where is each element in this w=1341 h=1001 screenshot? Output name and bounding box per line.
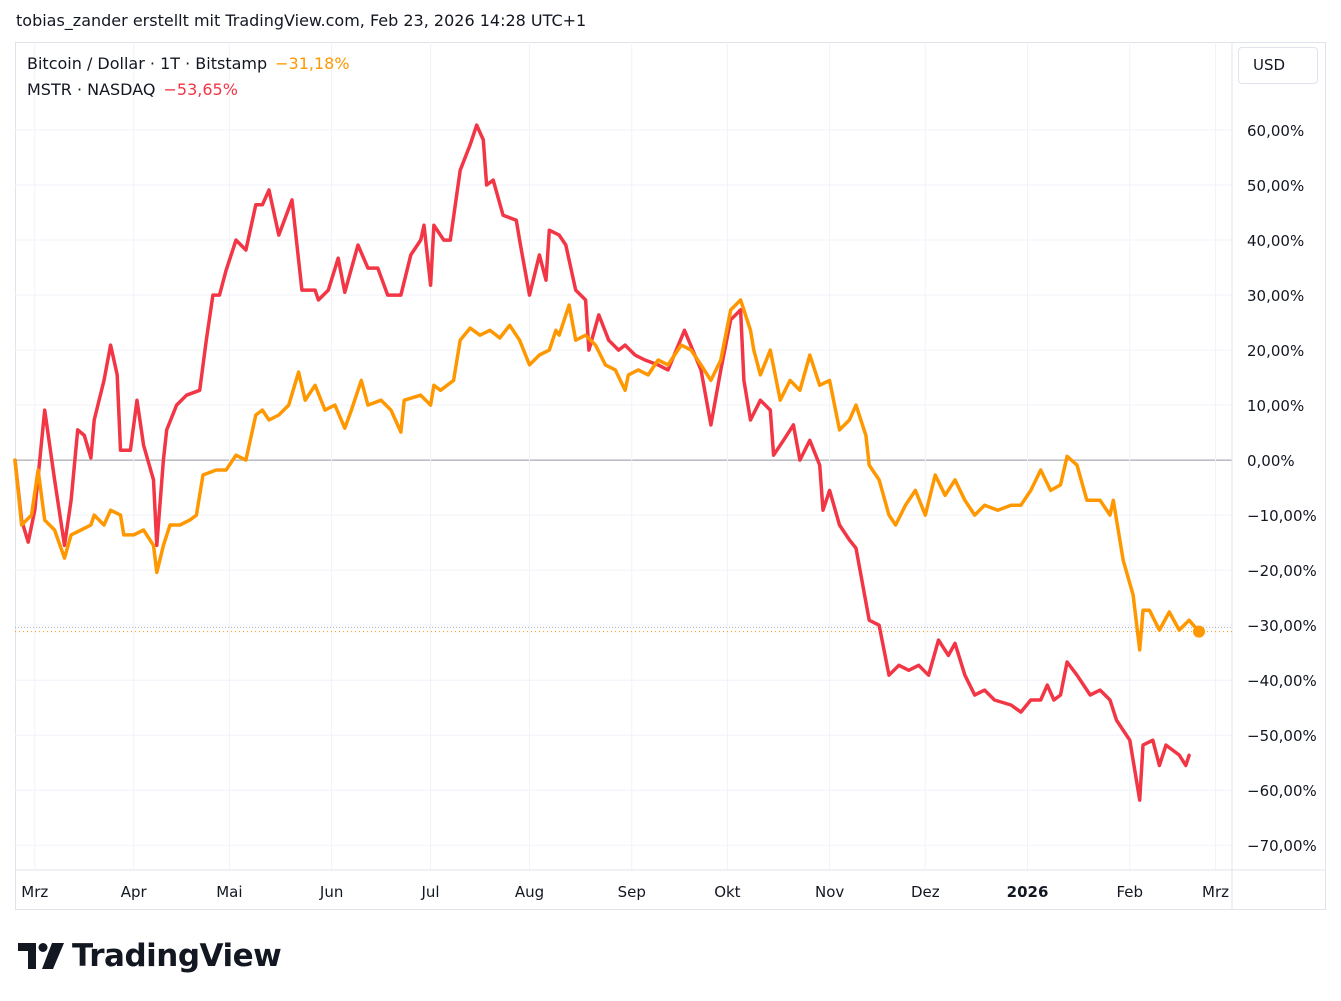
legend-value-bitcoin: −31,18%	[275, 54, 350, 73]
x-tick-label: Dez	[911, 883, 940, 901]
tradingview-logo-icon	[18, 943, 64, 969]
x-tick-label: Mrz	[1202, 883, 1229, 901]
y-tick-label: −20,00%	[1247, 562, 1317, 580]
bitcoin-last-point-marker	[1193, 625, 1206, 638]
currency-button[interactable]: USD	[1238, 47, 1318, 84]
x-tick-label: 2026	[1007, 883, 1049, 901]
y-tick-label: −40,00%	[1247, 672, 1317, 690]
legend-item-mstr[interactable]: MSTR · NASDAQ −53,65%	[27, 80, 238, 99]
y-tick-label: 50,00%	[1247, 177, 1304, 195]
x-tick-label: Mai	[216, 883, 242, 901]
x-tick-label: Apr	[121, 883, 148, 901]
attribution-header: tobias_zander erstellt mit TradingView.c…	[16, 11, 587, 30]
legend-label-mstr: MSTR · NASDAQ	[27, 80, 156, 99]
y-tick-label: 20,00%	[1247, 342, 1304, 360]
y-tick-label: −10,00%	[1247, 507, 1317, 525]
mstr-series-line[interactable]	[13, 123, 1191, 802]
y-tick-label: −30,00%	[1247, 617, 1317, 635]
y-tick-label: 40,00%	[1247, 232, 1304, 250]
y-tick-label: 0,00%	[1247, 452, 1295, 470]
y-tick-label: 10,00%	[1247, 397, 1304, 415]
x-tick-label: Okt	[714, 883, 740, 901]
y-tick-label: 30,00%	[1247, 287, 1304, 305]
x-tick-label: Sep	[618, 883, 646, 901]
y-tick-label: −70,00%	[1247, 837, 1317, 855]
tradingview-logo: TradingView	[18, 938, 282, 974]
legend-label-bitcoin: Bitcoin / Dollar · 1T · Bitstamp	[27, 54, 268, 73]
y-tick-label: −60,00%	[1247, 782, 1317, 800]
y-tick-label: 60,00%	[1247, 122, 1304, 140]
x-tick-label: Jul	[421, 883, 440, 901]
tradingview-logo-text: TradingView	[72, 938, 282, 974]
x-tick-label: Aug	[515, 883, 544, 901]
bitcoin-series-line[interactable]	[13, 298, 1201, 652]
x-tick-label: Nov	[815, 883, 844, 901]
legend-item-bitcoin[interactable]: Bitcoin / Dollar · 1T · Bitstamp −31,18%	[27, 54, 350, 73]
x-tick-label: Feb	[1116, 883, 1143, 901]
y-tick-label: −50,00%	[1247, 727, 1317, 745]
x-tick-label: Mrz	[21, 883, 48, 901]
legend-value-mstr: −53,65%	[163, 80, 238, 99]
x-tick-label: Jun	[319, 883, 343, 901]
